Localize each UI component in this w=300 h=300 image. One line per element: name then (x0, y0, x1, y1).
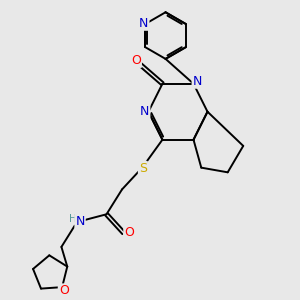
Text: H: H (69, 214, 77, 224)
Text: N: N (139, 17, 148, 30)
Text: N: N (75, 215, 85, 228)
Text: O: O (59, 284, 69, 297)
Text: N: N (193, 75, 202, 88)
Text: S: S (139, 162, 147, 175)
Text: O: O (124, 226, 134, 239)
Text: O: O (131, 54, 141, 67)
Text: N: N (140, 105, 149, 118)
